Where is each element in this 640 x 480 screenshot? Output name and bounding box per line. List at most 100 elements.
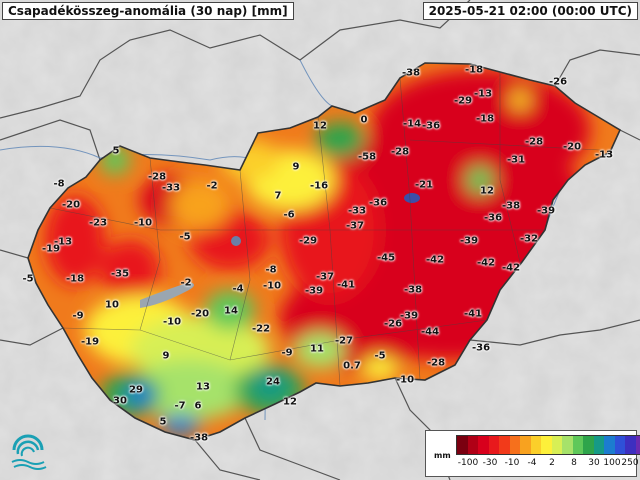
- station-value-label: 0: [360, 114, 368, 126]
- map-timestamp: 2025-05-21 02:00 (00:00 UTC): [422, 2, 638, 20]
- legend-swatch: [593, 436, 604, 454]
- station-value-label: -29: [298, 235, 318, 247]
- county-borders: [49, 72, 601, 387]
- station-value-label: -10: [395, 374, 415, 386]
- station-value-label: -38: [403, 284, 423, 296]
- station-value-label: -2: [206, 180, 218, 192]
- station-value-label: 0.7: [343, 360, 361, 372]
- legend-swatch: [457, 436, 468, 454]
- lake-balaton: [140, 282, 194, 308]
- station-value-label: -33: [161, 182, 181, 194]
- station-value-label: -18: [464, 64, 484, 76]
- legend-tick-label: 8: [571, 458, 577, 468]
- legend-tick-label: -10: [504, 458, 520, 468]
- station-value-label: 7: [274, 190, 282, 202]
- legend-swatch: [583, 436, 594, 454]
- station-value-label: -28: [524, 136, 544, 148]
- legend-swatch: [530, 436, 541, 454]
- legend-tick-label: 2: [549, 458, 555, 468]
- station-value-label: -39: [399, 310, 419, 322]
- station-value-label: -33: [347, 205, 367, 217]
- station-value-label: 12: [313, 120, 327, 132]
- station-value-label: -39: [536, 205, 556, 217]
- station-value-label: -13: [594, 149, 614, 161]
- legend-tick-label: -100: [457, 458, 479, 468]
- station-value-label: -9: [72, 310, 84, 322]
- station-value-label: -16: [309, 180, 329, 192]
- station-value-label: -2: [180, 277, 192, 289]
- station-value-label: 14: [224, 305, 238, 317]
- station-value-label: 11: [310, 343, 324, 355]
- legend-swatch: [635, 436, 640, 454]
- legend-ticks: -100 -30 -10 -4 2 8 30 100 250: [456, 458, 639, 470]
- station-value-label: -36: [421, 120, 441, 132]
- station-value-label: 9: [292, 161, 300, 173]
- station-value-label: 6: [194, 400, 202, 412]
- station-value-label: 9: [162, 350, 170, 362]
- station-value-label: -58: [357, 151, 377, 163]
- station-value-label: 5: [159, 416, 167, 428]
- station-value-label: -10: [162, 316, 182, 328]
- station-value-label: 29: [129, 384, 143, 396]
- station-value-label: -37: [315, 271, 335, 283]
- station-value-label: -37: [345, 220, 365, 232]
- legend-tick-label: -4: [527, 458, 537, 468]
- legend-swatch: [625, 436, 636, 454]
- station-value-label: -19: [80, 336, 100, 348]
- met-service-logo-icon: [11, 434, 47, 470]
- legend-swatch: [541, 436, 552, 454]
- station-value-label: -35: [110, 268, 130, 280]
- station-value-label: -13: [53, 236, 73, 248]
- legend-swatch: [509, 436, 520, 454]
- station-value-label: -19: [41, 243, 61, 255]
- station-value-label: -10: [262, 280, 282, 292]
- station-value-label: 12: [480, 185, 494, 197]
- station-value-label: 5: [112, 145, 120, 157]
- station-value-label: 24: [266, 376, 280, 388]
- legend-swatch: [572, 436, 583, 454]
- station-value-label: -10: [133, 217, 153, 229]
- station-value-label: -27: [334, 335, 354, 347]
- station-value-label: -36: [471, 342, 491, 354]
- station-value-label: -22: [251, 323, 271, 335]
- station-value-label: -28: [147, 171, 167, 183]
- station-value-label: -45: [376, 252, 396, 264]
- legend-tick-label: 250: [621, 458, 639, 468]
- legend-swatch: [467, 436, 478, 454]
- station-value-label: -44: [420, 326, 440, 338]
- station-value-label: -39: [459, 235, 479, 247]
- legend-tick-label: -30: [482, 458, 498, 468]
- station-value-label: -26: [383, 318, 403, 330]
- legend-swatch: [488, 436, 499, 454]
- station-value-label: -38: [189, 432, 209, 444]
- lake-velence: [231, 236, 241, 246]
- station-value-label: -5: [22, 273, 34, 285]
- station-value-label: -5: [179, 231, 191, 243]
- legend-swatch: [551, 436, 562, 454]
- station-value-label: -29: [453, 95, 473, 107]
- station-value-label: -20: [61, 199, 81, 211]
- station-value-label: -4: [232, 283, 244, 295]
- station-value-label: -41: [336, 279, 356, 291]
- station-value-label: -8: [265, 264, 277, 276]
- station-value-label: -18: [475, 113, 495, 125]
- legend-swatch: [478, 436, 489, 454]
- legend-swatch: [499, 436, 510, 454]
- station-value-label: 13: [196, 381, 210, 393]
- station-value-label: -39: [304, 285, 324, 297]
- station-value-label: -20: [190, 308, 210, 320]
- lake-tisza: [404, 193, 420, 203]
- legend-swatch: [520, 436, 531, 454]
- station-value-label: -36: [483, 212, 503, 224]
- station-value-label: -38: [501, 200, 521, 212]
- legend-unit: mm: [434, 451, 451, 460]
- legend-swatch: [614, 436, 625, 454]
- station-value-label: -7: [174, 400, 186, 412]
- station-value-label: -14: [402, 118, 422, 130]
- station-value-label: -26: [548, 76, 568, 88]
- legend-swatch: [562, 436, 573, 454]
- station-value-label: -28: [390, 146, 410, 158]
- legend-color-bar: [456, 435, 640, 455]
- station-value-label: -21: [414, 179, 434, 191]
